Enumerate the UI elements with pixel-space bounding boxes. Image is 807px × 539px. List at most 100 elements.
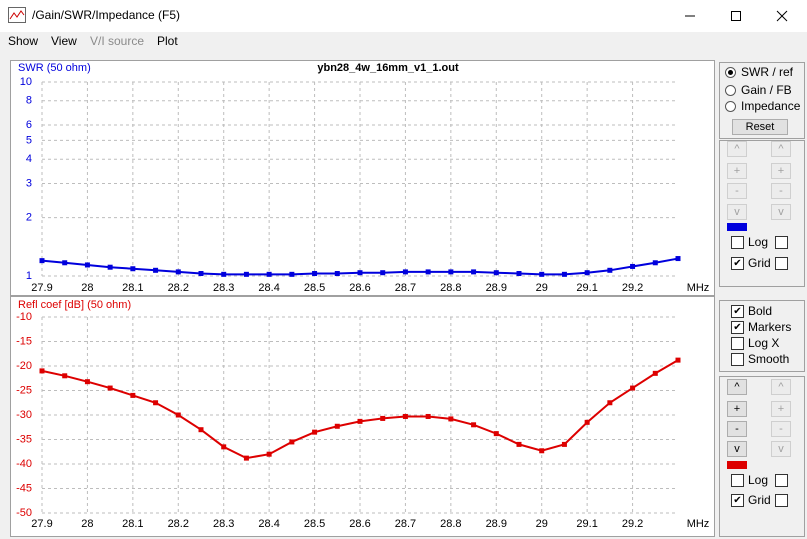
x-tick-label: 28.5 bbox=[304, 282, 325, 294]
checkbox-label[interactable]: Bold bbox=[748, 304, 773, 318]
arrow-button[interactable]: - bbox=[727, 421, 747, 437]
x-tick-label: 29 bbox=[536, 282, 548, 294]
x-tick-label: 28.1 bbox=[122, 518, 143, 530]
checkbox-label[interactable]: Log X bbox=[748, 336, 780, 350]
x-tick-label: 28.3 bbox=[213, 518, 234, 530]
reset-button[interactable]: Reset bbox=[732, 119, 788, 135]
checkbox[interactable] bbox=[775, 474, 788, 487]
x-tick-label: 28.3 bbox=[213, 282, 234, 294]
arrow-button[interactable]: - bbox=[771, 421, 791, 437]
checkbox[interactable] bbox=[731, 337, 744, 350]
radio-label[interactable]: Gain / FB bbox=[741, 83, 792, 97]
checkbox-label[interactable]: Log bbox=[748, 235, 769, 249]
menu-item[interactable]: V/I source bbox=[90, 34, 145, 48]
y-tick-label: 5 bbox=[26, 134, 32, 146]
arrow-button[interactable]: ^ bbox=[727, 141, 747, 157]
marker bbox=[130, 266, 136, 272]
arrow-button[interactable]: + bbox=[727, 163, 747, 179]
radio-button[interactable] bbox=[725, 85, 736, 96]
radio-button[interactable] bbox=[725, 67, 736, 78]
checkbox[interactable] bbox=[775, 236, 788, 249]
checkbox[interactable]: ✔ bbox=[731, 257, 744, 270]
marker bbox=[561, 441, 567, 447]
arrow-button[interactable]: v bbox=[727, 204, 747, 220]
x-tick-label: 29.1 bbox=[576, 282, 597, 294]
marker bbox=[153, 267, 159, 273]
arrow-button[interactable]: ^ bbox=[727, 379, 747, 395]
arrow-button[interactable]: + bbox=[771, 163, 791, 179]
y-tick-label: -15 bbox=[16, 335, 32, 347]
checkbox-label[interactable]: Grid bbox=[748, 493, 771, 507]
marker bbox=[84, 262, 90, 268]
checkbox[interactable] bbox=[731, 353, 744, 366]
x-tick-label: 27.9 bbox=[31, 518, 52, 530]
marker bbox=[198, 427, 204, 433]
marker bbox=[652, 260, 658, 266]
marker bbox=[493, 431, 499, 437]
x-tick-label: 27.9 bbox=[31, 282, 52, 294]
y-tick-label: -45 bbox=[16, 482, 32, 494]
checkbox-label[interactable]: Smooth bbox=[748, 352, 790, 366]
y-axis-label: SWR (50 ohm) bbox=[18, 62, 91, 74]
checkbox[interactable] bbox=[731, 474, 744, 487]
x-tick-label: 28.7 bbox=[395, 282, 416, 294]
marker bbox=[175, 269, 181, 275]
arrow-button[interactable]: + bbox=[771, 401, 791, 417]
marker bbox=[402, 413, 408, 419]
marker bbox=[39, 258, 45, 264]
x-tick-label: 28.1 bbox=[122, 282, 143, 294]
menu-item[interactable]: Plot bbox=[157, 34, 178, 48]
arrow-button[interactable]: v bbox=[771, 441, 791, 457]
arrow-button[interactable]: - bbox=[727, 183, 747, 199]
checkbox[interactable]: ✔ bbox=[731, 321, 744, 334]
x-tick-label: 29 bbox=[536, 518, 548, 530]
x-tick-label: 28.4 bbox=[258, 518, 279, 530]
arrow-button[interactable]: ^ bbox=[771, 379, 791, 395]
marker bbox=[198, 271, 204, 277]
marker bbox=[130, 392, 136, 398]
radio-label[interactable]: Impedance bbox=[741, 99, 801, 113]
marker bbox=[334, 271, 340, 277]
checkbox[interactable]: ✔ bbox=[731, 305, 744, 318]
arrow-button[interactable]: ^ bbox=[771, 141, 791, 157]
y-tick-label: -40 bbox=[16, 458, 32, 470]
radio-button[interactable] bbox=[725, 101, 736, 112]
menu-item[interactable]: View bbox=[51, 34, 77, 48]
group-box bbox=[719, 376, 805, 537]
radio-label[interactable]: SWR / ref bbox=[741, 65, 794, 79]
x-axis-label: MHz bbox=[687, 518, 710, 530]
x-tick-label: 28.6 bbox=[349, 518, 370, 530]
y-tick-label: 3 bbox=[26, 177, 32, 189]
checkbox[interactable]: ✔ bbox=[731, 494, 744, 507]
x-tick-label: 28 bbox=[81, 518, 93, 530]
menu-item[interactable]: Show bbox=[8, 34, 39, 48]
checkbox[interactable] bbox=[775, 494, 788, 507]
marker bbox=[107, 385, 113, 391]
marker bbox=[448, 416, 454, 422]
marker bbox=[243, 271, 249, 277]
checkbox-label[interactable]: Markers bbox=[748, 320, 792, 334]
marker bbox=[39, 368, 45, 374]
y-axis-label: Refl coef [dB] (50 ohm) bbox=[18, 299, 131, 311]
marker bbox=[334, 423, 340, 429]
marker bbox=[84, 379, 90, 385]
arrow-button[interactable]: - bbox=[771, 183, 791, 199]
arrow-button[interactable]: v bbox=[771, 204, 791, 220]
checkbox[interactable] bbox=[775, 257, 788, 270]
marker bbox=[539, 448, 545, 454]
window-title: /Gain/SWR/Impedance (F5) bbox=[32, 8, 181, 22]
chart-frame bbox=[10, 60, 715, 296]
arrow-button[interactable]: + bbox=[727, 401, 747, 417]
marker bbox=[516, 271, 522, 277]
window-controls[interactable] bbox=[680, 8, 800, 24]
x-tick-label: 29.1 bbox=[576, 518, 597, 530]
arrow-button[interactable]: v bbox=[727, 441, 747, 457]
marker bbox=[607, 267, 613, 273]
marker bbox=[425, 413, 431, 419]
checkbox-label[interactable]: Log bbox=[748, 473, 769, 487]
checkbox-label[interactable]: Grid bbox=[748, 256, 771, 270]
checkbox[interactable] bbox=[731, 236, 744, 249]
marker bbox=[289, 271, 295, 277]
marker bbox=[402, 269, 408, 275]
marker bbox=[675, 357, 681, 363]
